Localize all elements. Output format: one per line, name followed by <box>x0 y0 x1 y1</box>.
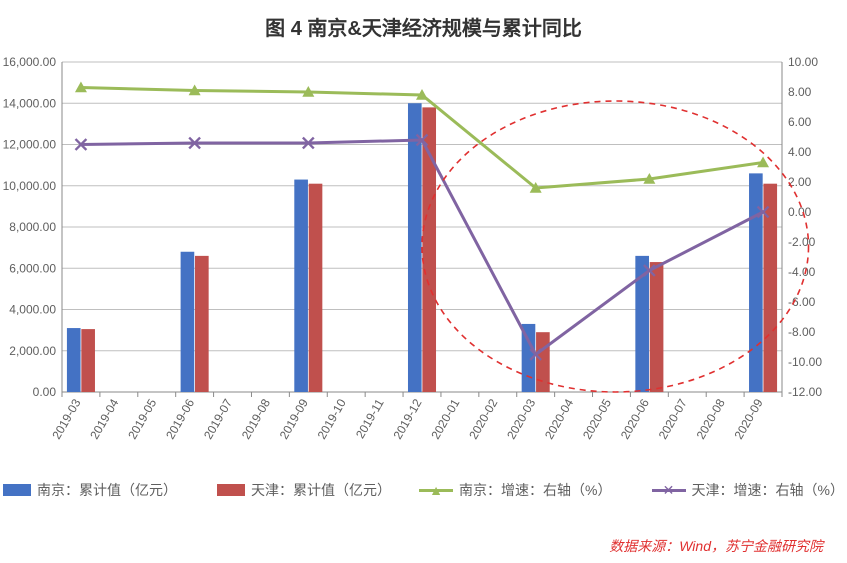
x-tick-label: 2019-05 <box>125 396 159 441</box>
y-right-tick-label: -4.00 <box>788 265 816 279</box>
y-right-tick-label: 8.00 <box>788 85 812 99</box>
y-left-tick-label: 14,000.00 <box>3 96 57 110</box>
x-tick-label: 2020-01 <box>428 396 462 441</box>
plot-svg: 0.00 2,000.00 4,000.00 6,000.00 8,000.00 10,0… <box>0 56 832 470</box>
bar <box>408 103 422 392</box>
x-tick-label: 2020-04 <box>542 396 576 441</box>
chart-title: 图 4 南京&天津经济规模与累计同比 <box>0 0 847 41</box>
y-right-tick-label: 6.00 <box>788 115 812 129</box>
x-tick-label: 2020-07 <box>656 396 690 441</box>
y-right-tick-label: 4.00 <box>788 145 812 159</box>
x-tick-label: 2019-04 <box>87 396 121 441</box>
y-left-tick-label: 4,000.00 <box>9 303 56 317</box>
legend-swatch <box>217 484 245 496</box>
x-tick-label: 2020-03 <box>504 396 538 441</box>
legend-item-nanjing-bar: 南京：累计值（亿元） <box>3 480 177 500</box>
legend-item-nanjing-line: ▲ 南京：增速：右轴（%） <box>419 480 611 500</box>
x-tick-label: 2019-09 <box>277 396 311 441</box>
data-source: 数据来源：Wind，苏宁金融研究院 <box>609 536 823 556</box>
legend-row-1: 南京：累计值（亿元） 天津：累计值（亿元） <box>3 480 391 500</box>
x-tick-label: 2019-08 <box>239 396 273 441</box>
x-tick-label: 2020-06 <box>618 396 652 441</box>
legend-swatch: ✕ <box>652 483 686 497</box>
bar <box>81 329 95 392</box>
y-left-tick-label: 12,000.00 <box>3 138 57 152</box>
bar <box>650 262 664 392</box>
y-left-tick-label: 10,000.00 <box>3 179 57 193</box>
x-tick-label: 2019-10 <box>315 396 349 441</box>
x-tick-label: 2019-03 <box>49 396 83 441</box>
y-right-tick-label: -10.00 <box>788 355 822 369</box>
x-tick-label: 2020-02 <box>466 396 500 441</box>
y-right-tick-label: -6.00 <box>788 295 816 309</box>
x-tick-label: 2019-11 <box>353 396 387 441</box>
legend-label: 南京：增速：右轴（%） <box>459 480 611 500</box>
bar <box>67 328 81 392</box>
y-left-tick-label: 0.00 <box>33 385 57 399</box>
triangle-icon: ▲ <box>429 483 443 497</box>
legend-swatch: ▲ <box>419 483 453 497</box>
bar <box>422 107 436 392</box>
x-tick-label: 2019-06 <box>163 396 197 441</box>
legend: 南京：累计值（亿元） 天津：累计值（亿元） ▲ 南京：增速：右轴（%） ✕ <box>0 480 847 500</box>
bar <box>294 180 308 392</box>
legend-label: 天津：增速：右轴（%） <box>692 480 844 500</box>
y-right-tick-label: 10.00 <box>788 56 818 69</box>
y-right-tick-label: -8.00 <box>788 325 816 339</box>
y-right-tick-label: 0.00 <box>788 205 812 219</box>
legend-row-2: ▲ 南京：增速：右轴（%） ✕ 天津：增速：右轴（%） <box>419 480 844 500</box>
y-left-tick-label: 8,000.00 <box>9 220 56 234</box>
y-right-tick-label: -12.00 <box>788 385 822 399</box>
legend-item-tianjin-line: ✕ 天津：增速：右轴（%） <box>652 480 844 500</box>
bar <box>309 184 323 392</box>
y-left-tick-label: 6,000.00 <box>9 261 56 275</box>
bar <box>195 256 209 392</box>
x-tick-label: 2019-12 <box>390 396 424 441</box>
x-tick-label: 2019-07 <box>201 396 235 441</box>
bar <box>181 252 195 392</box>
chart-container: 图 4 南京&天津经济规模与累计同比 0.00 2,000.00 4,000.00 6… <box>0 0 847 563</box>
y-right-tick-label: -2.00 <box>788 235 816 249</box>
bar <box>749 173 763 392</box>
y-left-tick-label: 2,000.00 <box>9 344 56 358</box>
x-icon: ✕ <box>663 483 675 497</box>
series-line <box>81 88 763 189</box>
legend-label: 南京：累计值（亿元） <box>37 480 177 500</box>
y-left-tick-label: 16,000.00 <box>3 56 57 69</box>
legend-item-tianjin-bar: 天津：累计值（亿元） <box>217 480 391 500</box>
x-tick-label: 2020-05 <box>580 396 614 441</box>
legend-label: 天津：累计值（亿元） <box>251 480 391 500</box>
x-tick-label: 2020-08 <box>694 396 728 441</box>
legend-swatch <box>3 484 31 496</box>
x-tick-label: 2020-09 <box>732 396 766 441</box>
